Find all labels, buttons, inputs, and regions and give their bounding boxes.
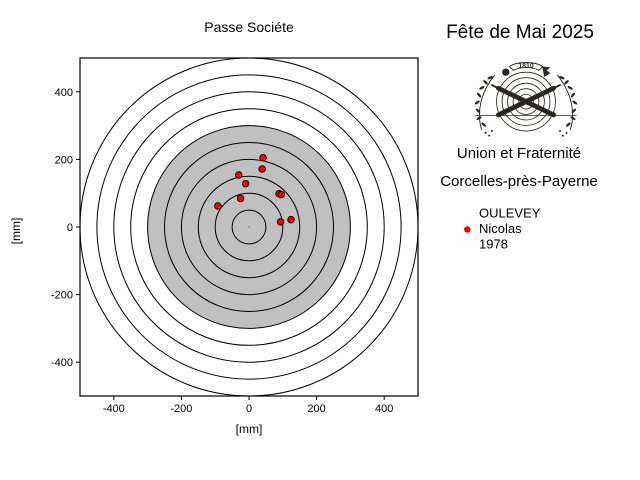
svg-text:-200: -200 — [51, 290, 73, 302]
svg-text:OULEVEY: OULEVEY — [479, 206, 541, 221]
svg-text:-400: -400 — [51, 357, 73, 369]
svg-text:[mm]: [mm] — [9, 218, 23, 245]
svg-text:200: 200 — [307, 403, 325, 415]
svg-text:400: 400 — [55, 87, 73, 99]
svg-text:1978: 1978 — [479, 237, 508, 252]
svg-text:-400: -400 — [103, 403, 125, 415]
svg-text:Fête de Mai 2025: Fête de Mai 2025 — [446, 22, 594, 43]
svg-text:0: 0 — [67, 222, 73, 234]
svg-text:400: 400 — [375, 403, 393, 415]
svg-text:-200: -200 — [170, 403, 192, 415]
svg-text:Corcelles-près-Payerne: Corcelles-près-Payerne — [440, 173, 598, 190]
svg-text:Union et Fraternité: Union et Fraternité — [457, 145, 581, 162]
svg-text:Passe Sociéte: Passe Sociéte — [204, 19, 294, 35]
svg-text:1810: 1810 — [518, 63, 533, 70]
svg-text:200: 200 — [55, 154, 73, 166]
svg-text:[mm]: [mm] — [236, 422, 263, 436]
svg-text:0: 0 — [246, 403, 252, 415]
svg-text:Nicolas: Nicolas — [479, 221, 522, 236]
